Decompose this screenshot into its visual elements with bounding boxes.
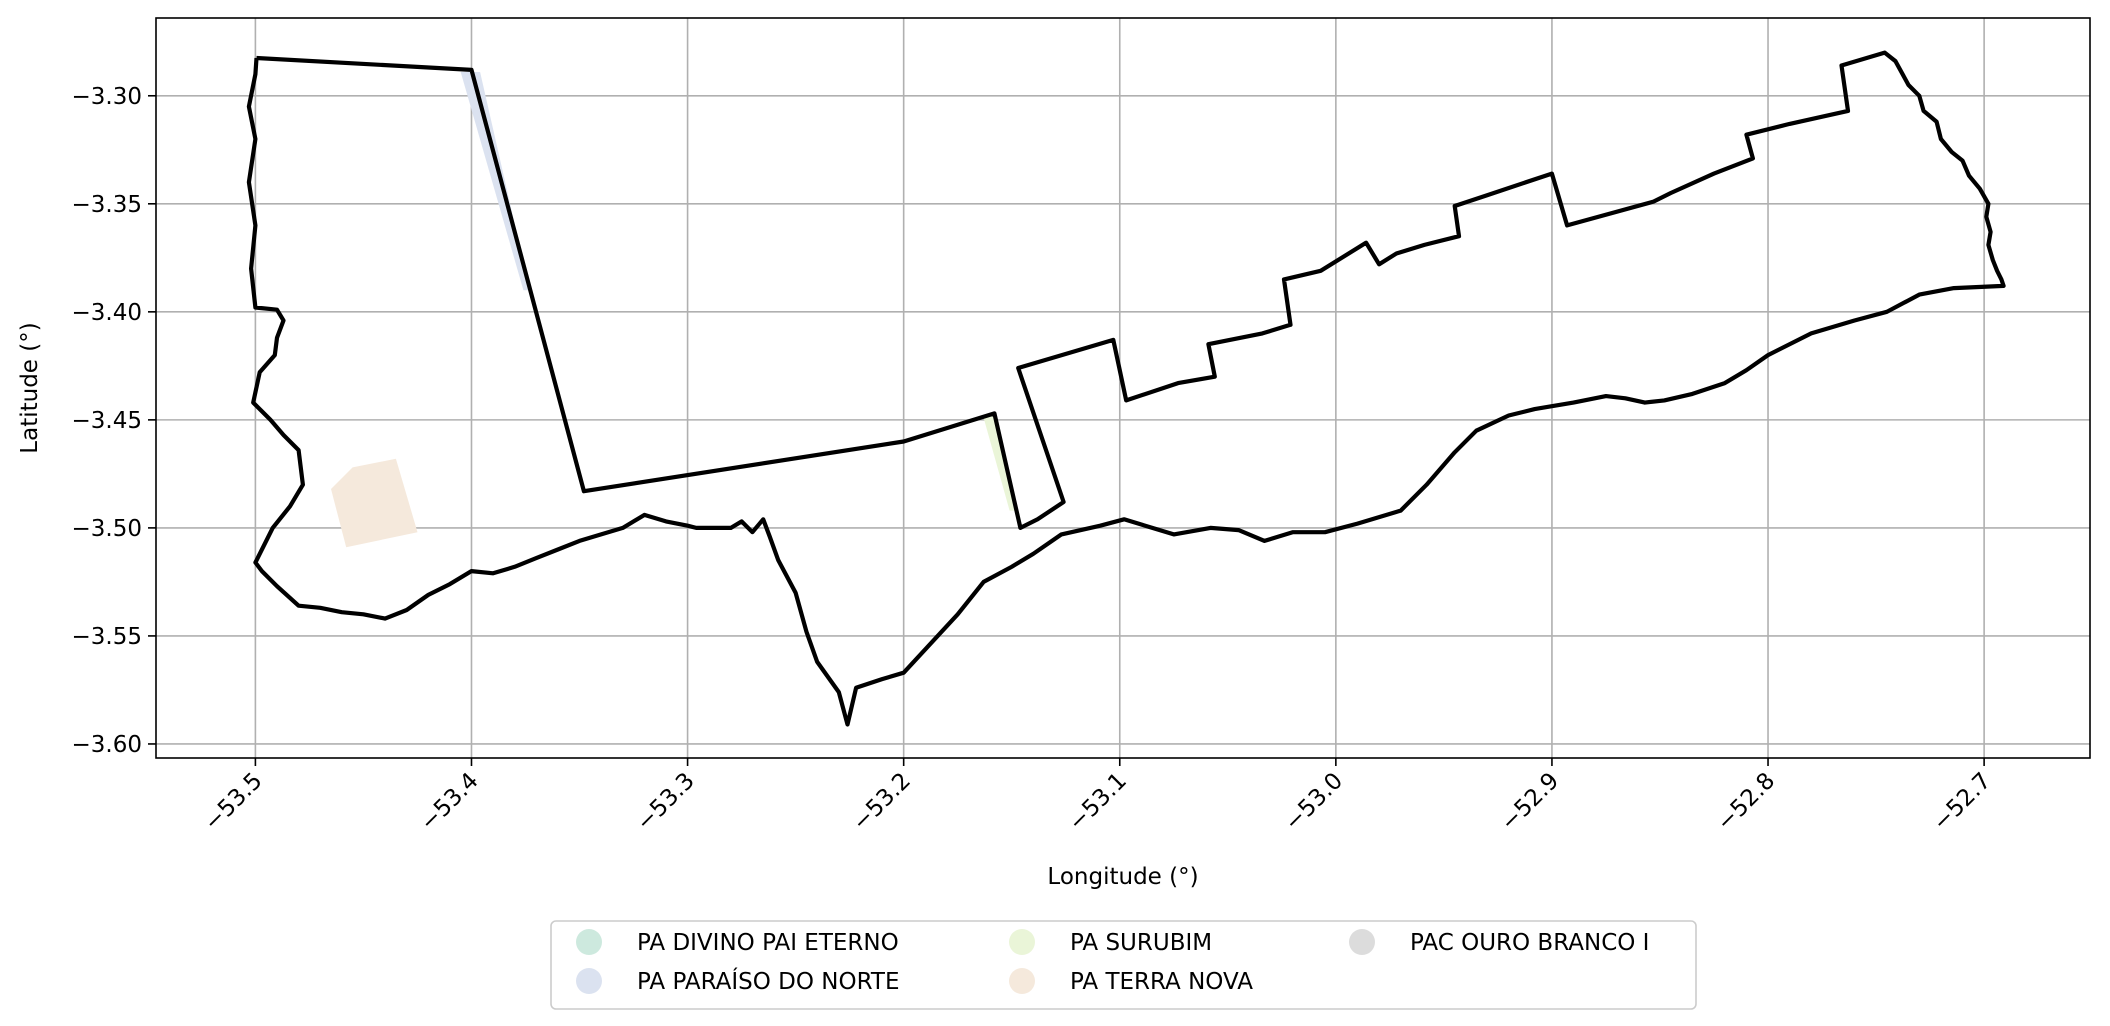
y-tick-label: −3.50 <box>72 516 142 542</box>
y-tick-label: −3.45 <box>72 408 142 434</box>
legend-label-pac-ouro-branco-i: PAC OURO BRANCO I <box>1410 930 1649 956</box>
legend-marker-pa-terra-nova <box>1009 968 1035 994</box>
legend-marker-pa-surubim <box>1009 929 1035 955</box>
y-axis-label: Latitude (°) <box>17 322 43 453</box>
y-tick-label: −3.55 <box>72 624 142 650</box>
legend-label-pa-divino-pai-eterno: PA DIVINO PAI ETERNO <box>637 930 899 956</box>
legend-marker-pa-para-so-do-norte <box>576 968 602 994</box>
x-axis-label: Longitude (°) <box>1047 864 1198 890</box>
y-tick-label: −3.35 <box>72 192 142 218</box>
y-tick-label: −3.40 <box>72 300 142 326</box>
legend-label-pa-para-so-do-norte: PA PARAÍSO DO NORTE <box>637 967 899 995</box>
y-tick-label: −3.60 <box>72 732 142 758</box>
legend: PA DIVINO PAI ETERNO PA PARAÍSO DO NORTE P… <box>551 921 1696 1009</box>
y-tick-label: −3.30 <box>72 84 142 110</box>
legend-marker-pa-divino-pai-eterno <box>576 929 602 955</box>
legend-marker-pac-ouro-branco-i <box>1349 929 1375 955</box>
legend-label-pa-surubim: PA SURUBIM <box>1070 930 1212 956</box>
legend-label-pa-terra-nova: PA TERRA NOVA <box>1070 969 1253 995</box>
